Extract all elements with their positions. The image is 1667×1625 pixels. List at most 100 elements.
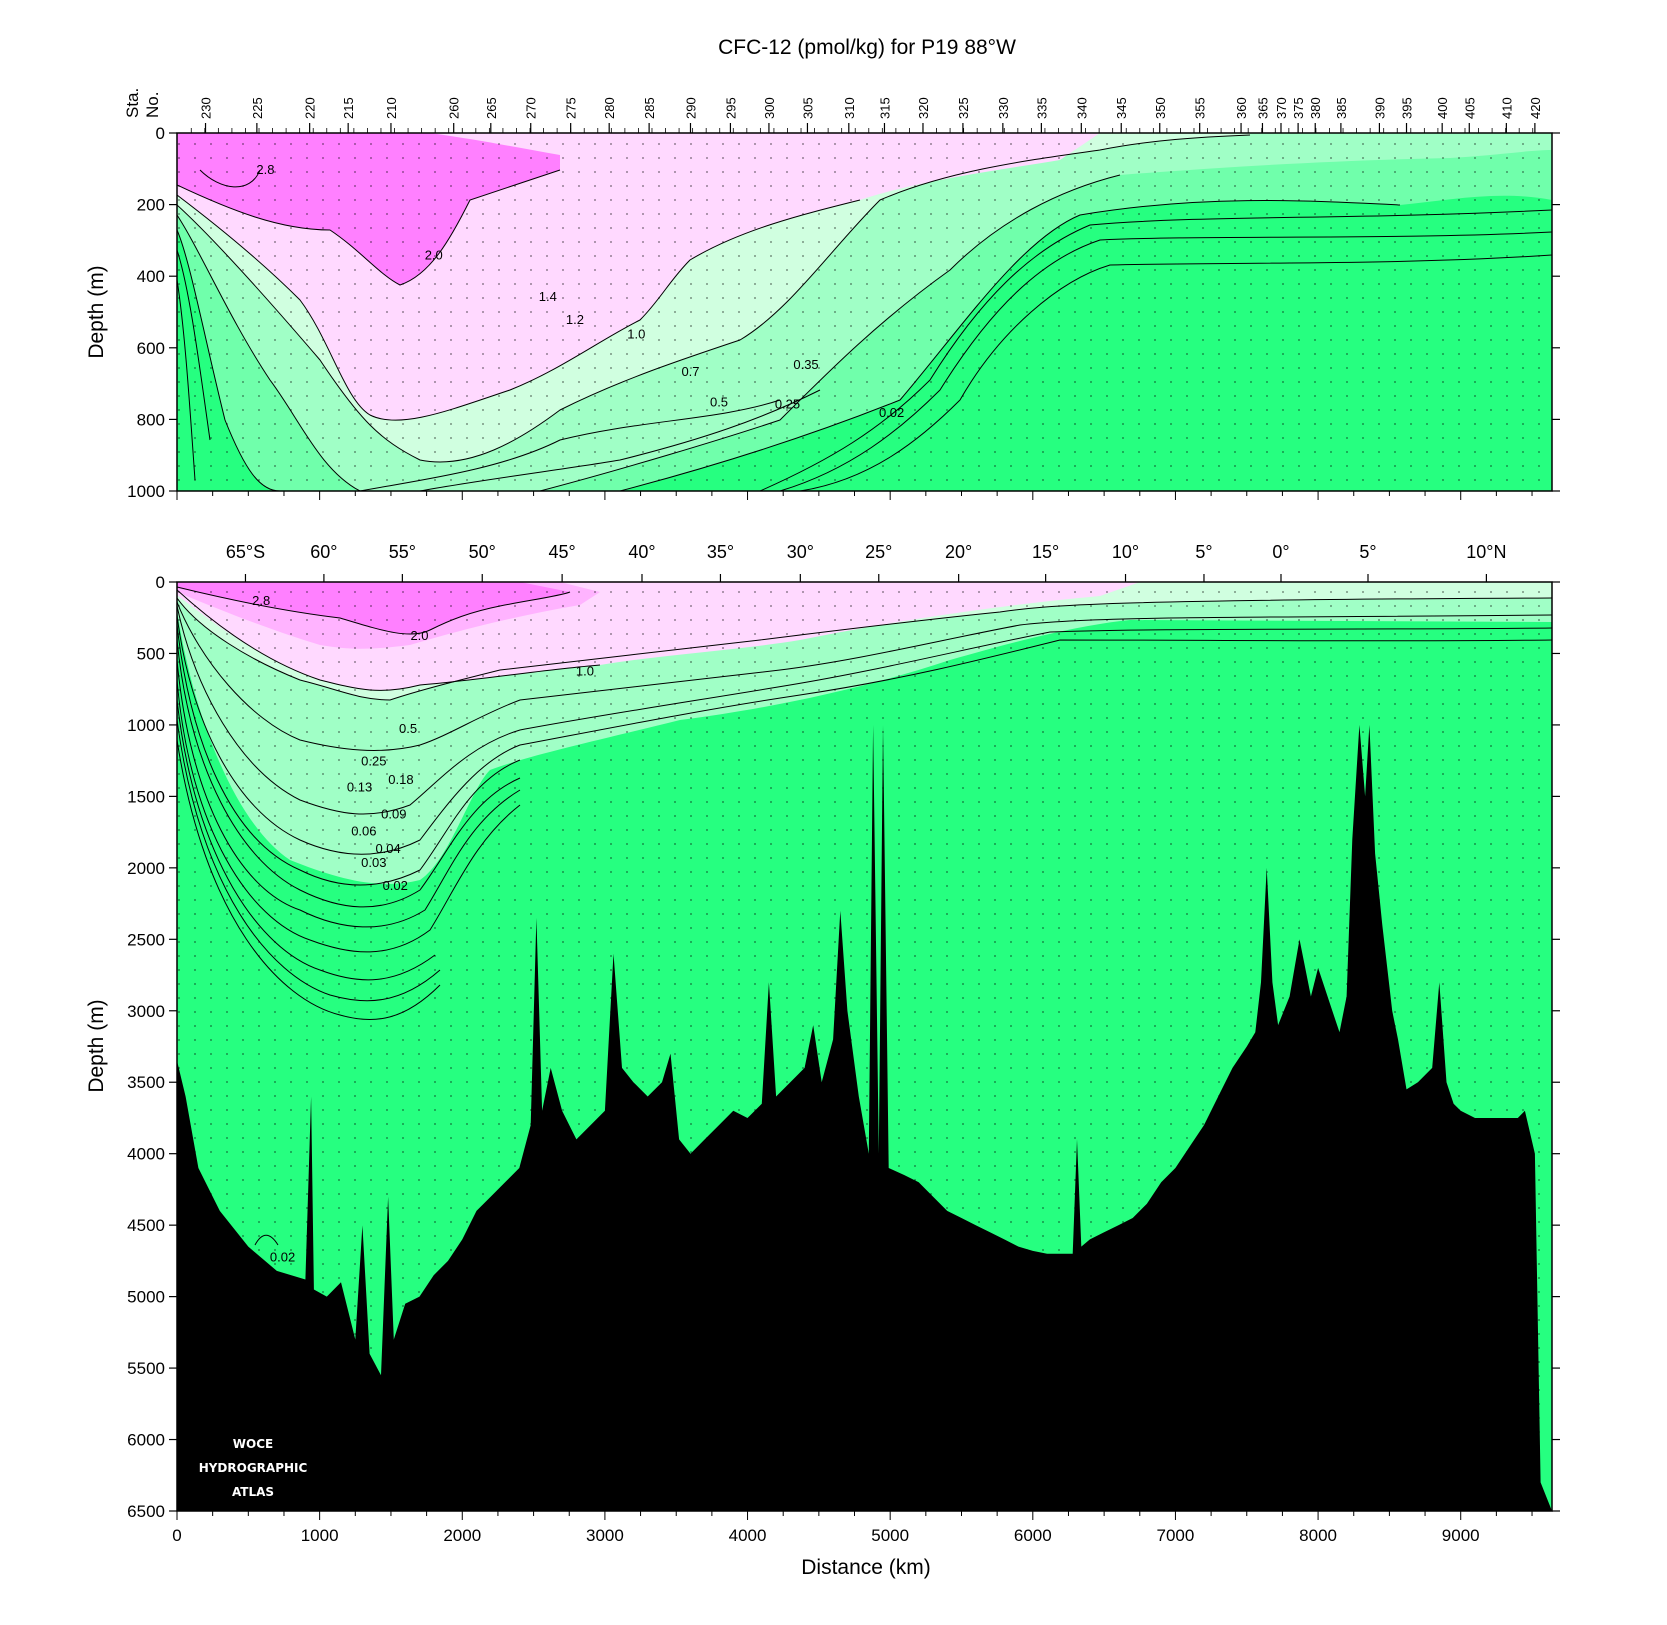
lower-y-tick-label-2500: 2500 [127, 930, 165, 949]
x-tick-label-3000: 3000 [586, 1526, 624, 1545]
bathymetry [177, 724, 1552, 1511]
station-label-260: 260 [447, 97, 462, 119]
lower-contour-label-1: 2.0 [410, 628, 428, 643]
lower-contour-label-11: 0.02 [383, 878, 408, 893]
station-label-345: 345 [1114, 97, 1129, 119]
x-tick-label-8000: 8000 [1299, 1526, 1337, 1545]
station-label-330: 330 [996, 97, 1011, 119]
lower-y-axis-label: Depth (m) [85, 999, 108, 1092]
latitude-label-2: 55° [389, 542, 416, 562]
station-label-335: 335 [1034, 97, 1049, 119]
station-label-350: 350 [1153, 97, 1168, 119]
station-label-295: 295 [723, 97, 738, 119]
upper-contour-label-9: 0.02 [879, 405, 904, 420]
upper-y-tick-label-0: 0 [156, 124, 165, 143]
station-axis-label-line1: Sta. [123, 88, 142, 118]
latitude-label-12: 5° [1195, 542, 1212, 562]
upper-y-axis-label: Depth (m) [85, 265, 108, 358]
lower-contour-label-10: 0.03 [361, 855, 386, 870]
station-label-285: 285 [642, 97, 657, 119]
upper-contour-lines [177, 134, 1552, 491]
station-label-365: 365 [1255, 97, 1270, 119]
lower-contour-label-3: 0.5 [399, 721, 417, 736]
station-label-380: 380 [1308, 97, 1323, 119]
lower-y-tick-label-500: 500 [137, 644, 165, 663]
latitude-label-1: 60° [310, 542, 337, 562]
latitude-label-4: 45° [548, 542, 575, 562]
upper-contour-label-3: 1.2 [566, 312, 584, 327]
lower-y-tick-label-4000: 4000 [127, 1145, 165, 1164]
station-label-355: 355 [1193, 97, 1208, 119]
station-label-375: 375 [1291, 97, 1306, 119]
latitude-label-9: 20° [945, 542, 972, 562]
upper-y-tick-label-600: 600 [137, 339, 165, 358]
station-label-370: 370 [1274, 97, 1289, 119]
upper-y-ticks: 0 200 400 600 800 1000 [127, 124, 1560, 501]
lower-y-tick-label-0: 0 [156, 573, 165, 592]
upper-contour-label-7: 0.35 [793, 357, 818, 372]
x-tick-label-4000: 4000 [729, 1526, 767, 1545]
lower-y-tick-label-5500: 5500 [127, 1359, 165, 1378]
lower-y-tick-label-3500: 3500 [127, 1073, 165, 1092]
station-label-220: 220 [303, 97, 318, 119]
chart-title: CFC-12 (pmol/kg) for P19 88°W [718, 36, 1016, 59]
x-tick-label-0: 0 [172, 1526, 181, 1545]
lower-y-tick-label-2000: 2000 [127, 859, 165, 878]
logo-line-1: WOCE [233, 1437, 273, 1451]
lower-contour-labels: 2.8 2.0 1.0 0.5 0.250.18 0.13 0.09 0.06 0.040.03… [252, 593, 594, 1265]
lower-contour-label-6: 0.13 [347, 779, 372, 794]
latitude-axis: 65°S 60° 55° 50° 45° 40° 35° 30° 25° 20° 15° 10° 5° 0… [226, 542, 1506, 582]
station-label-385: 385 [1334, 97, 1349, 119]
station-label-400: 400 [1435, 97, 1450, 119]
station-label-325: 325 [956, 97, 971, 119]
lower-panel-fill [177, 582, 1552, 1511]
logo-line-3: ATLAS [232, 1485, 274, 1499]
logo-line-2: HYDROGRAPHIC [199, 1461, 308, 1475]
lower-y-tick-label-1000: 1000 [127, 716, 165, 735]
lower-x-ticks: 0 1000 2000 3000 4000 5000 6000 7000 8000 9000 [172, 491, 1533, 1545]
lower-y-tick-label-4500: 4500 [127, 1216, 165, 1235]
latitude-label-13: 0° [1272, 542, 1289, 562]
upper-y-tick-label-800: 800 [137, 410, 165, 429]
station-label-405: 405 [1462, 97, 1477, 119]
lower-contour-label-0: 2.8 [252, 593, 270, 608]
lower-contour-lines [177, 586, 1552, 1246]
lower-y-tick-label-1500: 1500 [127, 787, 165, 806]
station-label-270: 270 [524, 97, 539, 119]
station-label-360: 360 [1234, 97, 1249, 119]
station-label-225: 225 [250, 97, 265, 119]
latitude-label-6: 35° [707, 542, 734, 562]
upper-contour-label-2: 1.4 [539, 289, 557, 304]
latitude-label-7: 30° [787, 542, 814, 562]
latitude-label-10: 15° [1032, 542, 1059, 562]
station-label-305: 305 [800, 97, 815, 119]
latitude-label-3: 50° [469, 542, 496, 562]
x-tick-label-1000: 1000 [301, 1526, 339, 1545]
upper-y-tick-label-200: 200 [137, 196, 165, 215]
x-tick-label-7000: 7000 [1157, 1526, 1195, 1545]
lower-contour-label-4: 0.25 [361, 754, 386, 769]
upper-y-tick-label-400: 400 [137, 267, 165, 286]
lower-panel: 0 500 1000 1500 2000 2500 3000 3500 4000 4500 5000… [85, 491, 1560, 1579]
lower-frame [176, 581, 1553, 1512]
x-tick-label-2000: 2000 [443, 1526, 481, 1545]
station-label-410: 410 [1499, 97, 1514, 119]
station-label-420: 420 [1528, 97, 1543, 119]
station-label-280: 280 [602, 97, 617, 119]
lower-contour-label-2: 1.0 [576, 664, 594, 679]
station-label-390: 390 [1372, 97, 1387, 119]
station-label-310: 310 [842, 97, 857, 119]
latitude-label-8: 25° [865, 542, 892, 562]
lower-y-tick-label-6000: 6000 [127, 1431, 165, 1450]
lower-y-tick-label-5000: 5000 [127, 1288, 165, 1307]
upper-contour-labels: 2.8 2.0 1.4 1.2 1.0 0.7 0.5 0.35 0.25 0.02 [256, 162, 904, 420]
upper-contour-label-0: 2.8 [256, 162, 274, 177]
station-axis-label-line2: No. [143, 92, 162, 118]
upper-y-tick-label-1000: 1000 [127, 482, 165, 501]
lower-contour-label-7: 0.09 [381, 807, 406, 822]
upper-panel-fill [177, 133, 1552, 491]
lower-contour-label-9: 0.04 [375, 841, 400, 856]
station-label-210: 210 [384, 97, 399, 119]
